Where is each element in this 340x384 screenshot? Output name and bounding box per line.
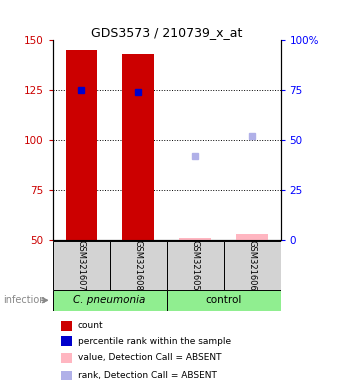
- FancyBboxPatch shape: [167, 290, 280, 311]
- Bar: [61, 336, 72, 346]
- Text: rank, Detection Call = ABSENT: rank, Detection Call = ABSENT: [78, 371, 217, 380]
- FancyBboxPatch shape: [109, 241, 167, 290]
- Bar: [61, 321, 72, 331]
- Text: percentile rank within the sample: percentile rank within the sample: [78, 337, 231, 346]
- Text: GSM321607: GSM321607: [77, 240, 86, 291]
- Text: count: count: [78, 321, 103, 330]
- FancyBboxPatch shape: [53, 241, 109, 290]
- Title: GDS3573 / 210739_x_at: GDS3573 / 210739_x_at: [91, 26, 242, 39]
- Text: GSM321605: GSM321605: [191, 240, 200, 291]
- Text: control: control: [205, 295, 242, 306]
- Text: C. pneumonia: C. pneumonia: [73, 295, 146, 306]
- FancyBboxPatch shape: [167, 241, 224, 290]
- Text: GSM321606: GSM321606: [248, 240, 256, 291]
- Bar: [236, 234, 268, 240]
- Bar: [122, 54, 154, 240]
- Text: infection: infection: [3, 295, 46, 305]
- Text: value, Detection Call = ABSENT: value, Detection Call = ABSENT: [78, 353, 221, 362]
- Bar: [61, 353, 72, 362]
- FancyBboxPatch shape: [53, 290, 167, 311]
- Bar: [66, 50, 97, 240]
- FancyBboxPatch shape: [224, 241, 280, 290]
- Bar: [61, 371, 72, 381]
- Text: GSM321608: GSM321608: [134, 240, 142, 291]
- Bar: [180, 238, 211, 240]
